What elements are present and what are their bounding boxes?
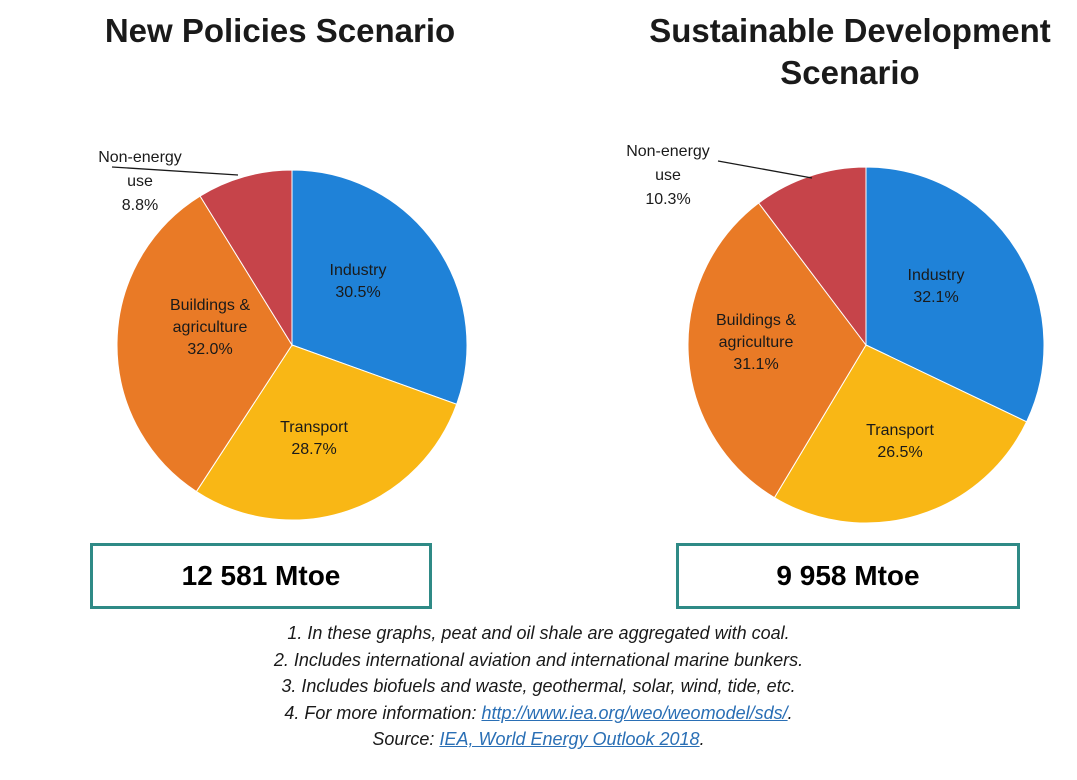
pie-slice-industry-sustainable-development [865, 166, 1045, 423]
total-box-sustainable-development: 9 958 Mtoe [676, 543, 1020, 609]
slice-label-industry-new-policies-line-2: 30.5% [335, 284, 380, 301]
footnotes: 1. In these graphs, peat and oil shale a… [0, 620, 1077, 753]
pie-chart-new-policies: Industry 30.5% Transport 28.7% Buildings & ag… [98, 149, 468, 521]
source-link[interactable]: IEA, World Energy Outlook 2018 [439, 729, 700, 749]
slice-label-transport-sustainable-development-line-1: Transport [866, 422, 934, 439]
callout-line-new-policies [111, 166, 239, 176]
callout-label-non-energy-new-policies-line-3: 8.8% [122, 197, 158, 214]
slice-label-industry-new-policies-line-1: Industry [330, 262, 387, 279]
pie-slice-transport-new-policies [195, 344, 458, 521]
pie-slice-buildings-agriculture-sustainable-development [687, 202, 867, 499]
footnote-4-text: 4. For more information: [284, 702, 482, 723]
slice-label-industry-sustainable-development-line-2: 32.1% [913, 289, 958, 306]
pie-slice-industry-new-policies [291, 169, 468, 405]
callout-line-sustainable-development [717, 160, 813, 179]
footnote-4-suffix: . [787, 702, 793, 723]
slice-label-buildings-sustainable-development-line-2: agriculture [719, 334, 794, 351]
footnote-2: 2. Includes international aviation and i… [273, 649, 804, 670]
pie-slice-buildings-agriculture-new-policies [116, 195, 293, 493]
slice-label-buildings-new-policies-line-3: 32.0% [187, 341, 232, 358]
slice-label-transport-sustainable-development-line-2: 26.5% [877, 444, 922, 461]
pie-slice-non-energy-use-sustainable-development [757, 166, 867, 347]
pie-slice-transport-sustainable-development [773, 344, 1028, 524]
chart-title-right-line2: Scenario [780, 54, 920, 91]
total-value-sustainable-development: 9 958 Mtoe [776, 560, 920, 591]
chart-title-right: Sustainable Development Scenario [620, 10, 1077, 94]
pie-charts: Industry 30.5% Transport 28.7% Buildings & ag… [98, 143, 1045, 524]
pie-chart-sustainable-development: Industry 32.1% Transport 26.5% Buildings & ag… [626, 143, 1045, 524]
slice-label-transport-new-policies-line-2: 28.7% [291, 441, 336, 458]
slice-label-transport-new-policies-line-1: Transport [280, 419, 348, 436]
slice-label-buildings-new-policies-line-2: agriculture [173, 319, 248, 336]
chart-title-left: New Policies Scenario [104, 12, 456, 49]
source-suffix: . [699, 729, 705, 749]
total-box-new-policies: 12 581 Mtoe [90, 543, 432, 609]
footnote-3: 3. Includes biofuels and waste, geotherm… [281, 676, 796, 696]
footnote-4-link[interactable]: http://www.iea.org/weo/weomodel/sds/ [481, 702, 788, 723]
pie-slice-non-energy-use-new-policies [199, 169, 293, 347]
callout-label-non-energy-sustainable-development-line-1: Non-energy [626, 143, 710, 160]
source-line: Source: IEA, World Energy Outlook 2018. [0, 726, 1077, 753]
footnote-4: 4. For more information: http://www.iea.… [0, 700, 1077, 727]
slice-label-buildings-sustainable-development-line-1: Buildings & [716, 312, 796, 329]
slice-label-buildings-sustainable-development-line-3: 31.1% [733, 356, 778, 373]
slice-label-industry-sustainable-development-line-1: Industry [908, 267, 965, 284]
source-text: Source: [372, 729, 440, 749]
chart-title-right-line1: Sustainable Development [649, 12, 1051, 49]
footnote-1: 1. In these graphs, peat and oil shale a… [287, 623, 790, 643]
callout-label-non-energy-sustainable-development-line-2: use [655, 167, 681, 184]
callout-label-non-energy-sustainable-development-line-3: 10.3% [645, 191, 690, 208]
callout-label-non-energy-new-policies-line-1: Non-energy [98, 149, 182, 166]
callout-label-non-energy-new-policies-line-2: use [127, 173, 153, 190]
total-value-new-policies: 12 581 Mtoe [181, 560, 341, 591]
slice-label-buildings-new-policies-line-1: Buildings & [170, 297, 250, 314]
